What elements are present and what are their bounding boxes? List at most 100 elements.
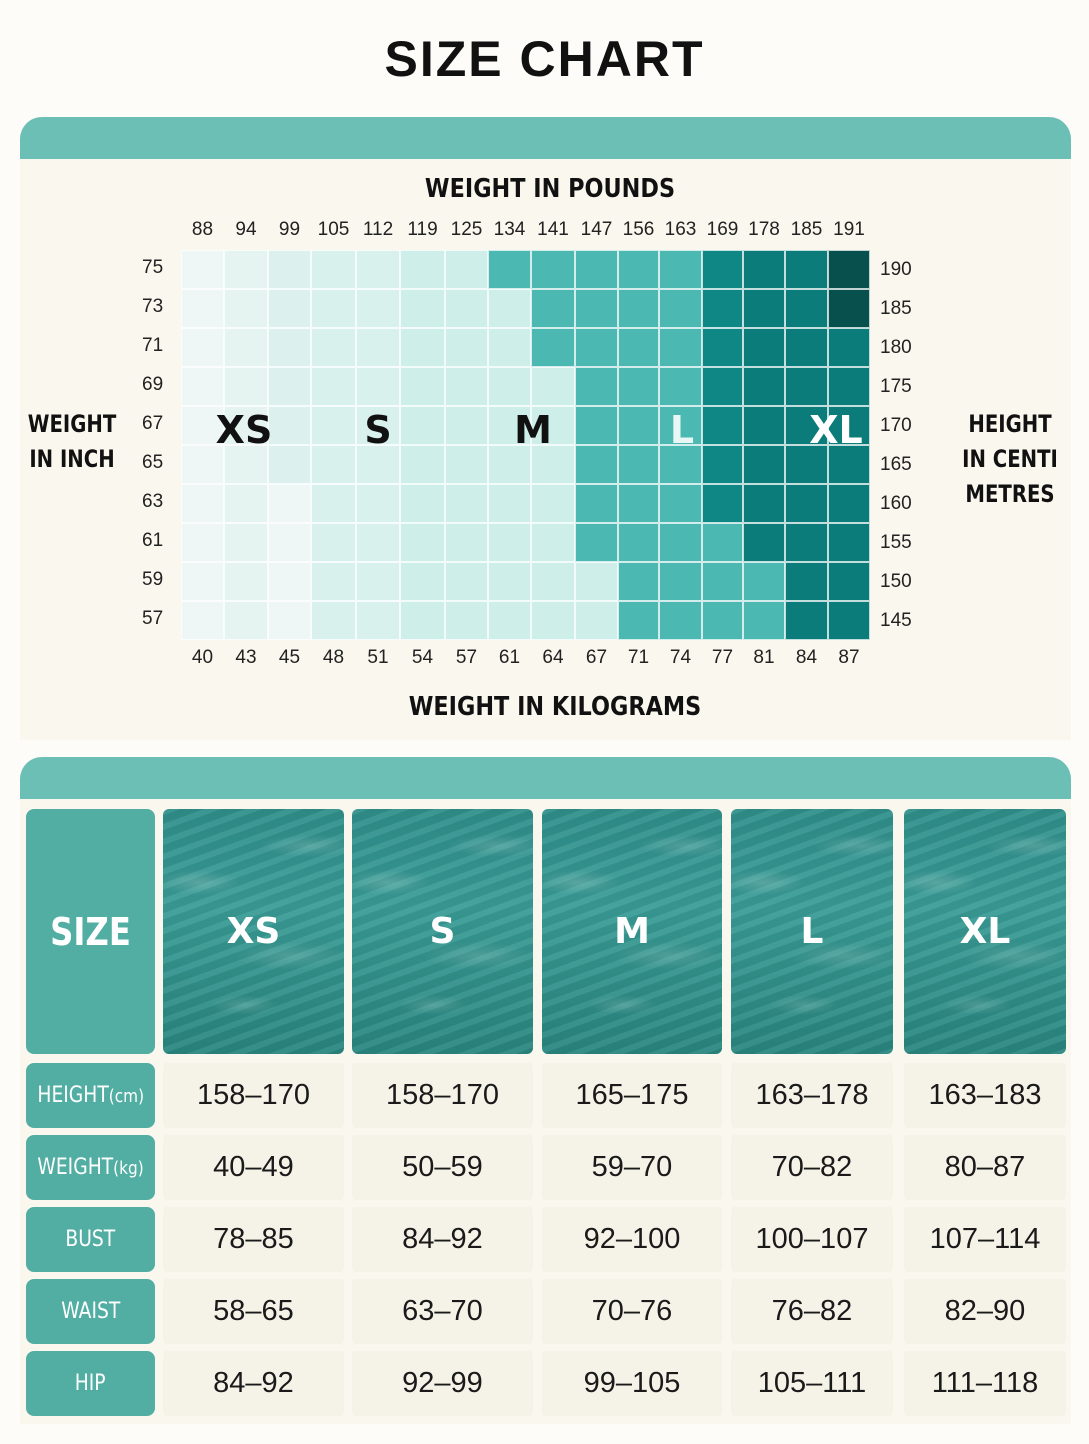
grid-cell xyxy=(531,601,575,640)
table-cell: 59–70 xyxy=(542,1135,722,1200)
inch-tick: 75 xyxy=(142,257,164,278)
kilogram-tick: 57 xyxy=(455,647,478,668)
grid-cell xyxy=(531,523,575,562)
grid-cell xyxy=(268,445,311,484)
row-header-label: BUST xyxy=(65,1227,116,1252)
grid-cell xyxy=(445,250,488,289)
grid-cell xyxy=(268,250,311,289)
grid-cell xyxy=(743,523,785,562)
grid-cell xyxy=(181,484,224,523)
size-header-label: SIZE xyxy=(50,909,131,954)
grid-cell xyxy=(743,484,785,523)
pound-tick: 119 xyxy=(407,219,438,240)
pound-tick: 141 xyxy=(537,219,569,240)
grid-cell xyxy=(268,367,311,406)
grid-cell xyxy=(828,367,870,406)
size-header-label: M xyxy=(614,911,650,952)
grid-cell xyxy=(785,445,828,484)
grid-cell xyxy=(311,562,356,601)
pound-tick: 185 xyxy=(790,219,823,240)
kilogram-tick: 48 xyxy=(322,647,345,668)
grid-cell xyxy=(356,562,400,601)
zone-label-xl: XL xyxy=(809,408,863,452)
kilogram-tick: 51 xyxy=(367,647,389,668)
left-axis-title: WEIGHT IN INCH xyxy=(23,407,121,477)
pound-tick: 112 xyxy=(362,219,394,240)
pound-tick: 156 xyxy=(622,219,655,240)
grid-cell xyxy=(400,523,445,562)
grid-cell xyxy=(659,523,702,562)
grid-cell xyxy=(445,289,488,328)
grid-cell xyxy=(531,445,575,484)
grid-cell xyxy=(785,523,828,562)
table-cell: 82–90 xyxy=(904,1279,1066,1344)
grid-cell xyxy=(356,406,400,445)
grid-cell xyxy=(575,250,618,289)
row-header-label: HIP xyxy=(75,1371,106,1396)
grid-cell xyxy=(743,367,785,406)
size-header-label: XL xyxy=(959,911,1011,952)
grid-cell xyxy=(356,484,400,523)
centimetre-tick: 170 xyxy=(880,415,912,436)
grid-cell xyxy=(488,523,531,562)
grid-cell xyxy=(268,562,311,601)
grid-cell xyxy=(575,562,618,601)
pound-tick: 191 xyxy=(833,219,865,240)
pound-tick: 134 xyxy=(493,219,526,240)
pound-tick: 88 xyxy=(191,219,214,240)
centimetre-tick: 150 xyxy=(880,571,912,592)
grid-cell xyxy=(531,406,575,445)
table-cell: 70–76 xyxy=(542,1279,722,1344)
grid-cell xyxy=(311,367,356,406)
grid-cell xyxy=(743,445,785,484)
size-header-label: XS xyxy=(226,911,281,952)
centimetre-tick: 160 xyxy=(880,493,912,514)
table-cell: 92–100 xyxy=(542,1207,722,1272)
grid-cell xyxy=(785,562,828,601)
grid-cell xyxy=(181,250,224,289)
grid-cell xyxy=(400,601,445,640)
size-header-label: L xyxy=(800,911,824,952)
grid-cell xyxy=(828,601,870,640)
grid-cell xyxy=(702,601,743,640)
grid-cell xyxy=(224,523,268,562)
page-title: SIZE CHART xyxy=(384,31,705,87)
table-cell: 84–92 xyxy=(352,1207,533,1272)
grid-cell xyxy=(785,367,828,406)
table-cell: 163–183 xyxy=(904,1063,1066,1128)
grid-cell xyxy=(575,289,618,328)
pound-tick: 125 xyxy=(450,219,483,240)
kilogram-tick: 54 xyxy=(411,647,434,668)
grid-cell xyxy=(828,406,870,445)
kilogram-tick: 81 xyxy=(753,647,775,668)
table-cell: 105–111 xyxy=(731,1351,893,1416)
grid-cell xyxy=(785,484,828,523)
kilogram-tick: 43 xyxy=(235,647,257,668)
grid-cell xyxy=(531,328,575,367)
table-cell: 76–82 xyxy=(731,1279,893,1344)
table-cell: 99–105 xyxy=(542,1351,722,1416)
centimetre-tick: 175 xyxy=(880,376,912,397)
table-cell: 158–170 xyxy=(352,1063,533,1128)
grid-cell xyxy=(181,523,224,562)
bottom-axis-title: WEIGHT IN KILOGRAMS xyxy=(408,692,702,722)
right-axis-title-line1: HEIGHT xyxy=(968,410,1052,438)
grid-cell xyxy=(531,484,575,523)
grid-cell xyxy=(702,289,743,328)
grid-cell xyxy=(488,562,531,601)
table-cell: 84–92 xyxy=(163,1351,344,1416)
grid-cell xyxy=(268,523,311,562)
grid-cell xyxy=(618,445,659,484)
grid-cell xyxy=(445,484,488,523)
size-header-m: M xyxy=(542,809,722,1054)
grid-cell xyxy=(659,562,702,601)
table-cell: 78–85 xyxy=(163,1207,344,1272)
grid-cell xyxy=(702,445,743,484)
grid-cell xyxy=(618,562,659,601)
grid-cell xyxy=(828,523,870,562)
grid-cell xyxy=(618,289,659,328)
table-cell: 50–59 xyxy=(352,1135,533,1200)
kilogram-tick: 40 xyxy=(191,647,214,668)
grid-cell xyxy=(785,601,828,640)
right-axis-title-line3: METRES xyxy=(965,480,1055,508)
